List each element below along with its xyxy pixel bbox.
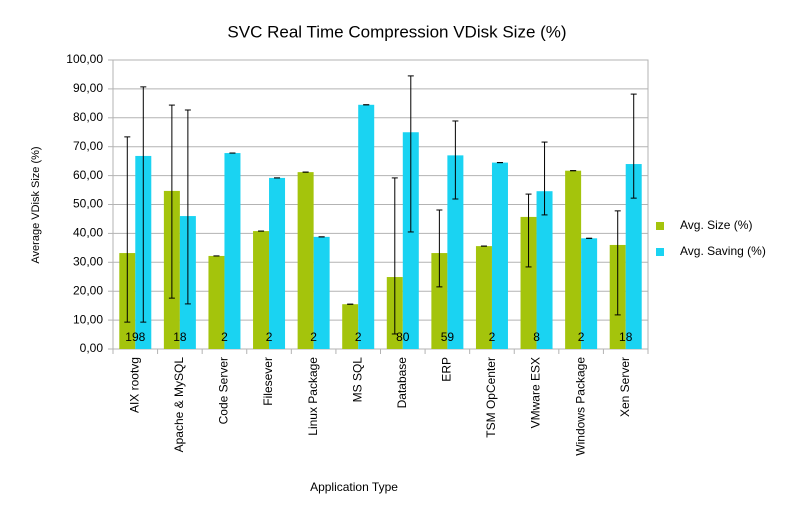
bar — [224, 153, 241, 349]
x-tick-label: AIX rootvg — [127, 357, 141, 413]
x-tick-label: Xen Server — [618, 357, 632, 417]
y-tick-label: 60,00 — [73, 168, 103, 182]
count-label: 18 — [173, 330, 187, 344]
bar — [475, 246, 492, 349]
y-tick-label: 70,00 — [73, 139, 103, 153]
x-tick-label: Windows Package — [573, 357, 587, 456]
y-tick-label: 30,00 — [73, 254, 103, 268]
bar — [520, 216, 537, 349]
bar — [297, 172, 314, 349]
count-label: 2 — [310, 330, 317, 344]
x-tick-label: MS SQL — [350, 357, 364, 403]
bar — [253, 231, 270, 349]
bar — [342, 304, 359, 349]
bar — [358, 104, 375, 349]
bar — [402, 132, 419, 349]
bar — [313, 236, 330, 349]
x-tick-label: Filesever — [261, 357, 275, 406]
count-label: 18 — [619, 330, 633, 344]
legend-label: Avg. Size (%) — [680, 218, 752, 232]
y-tick-label: 100,00 — [66, 52, 103, 66]
y-tick-label: 90,00 — [73, 81, 103, 95]
chart-title: SVC Real Time Compression VDisk Size (%) — [227, 22, 566, 41]
count-label: 59 — [441, 330, 455, 344]
count-label: 2 — [578, 330, 585, 344]
legend-swatch — [656, 248, 664, 256]
legend-label: Avg. Saving (%) — [680, 244, 766, 258]
x-tick-label: ERP — [440, 357, 454, 382]
count-label: 2 — [266, 330, 273, 344]
y-tick-label: 80,00 — [73, 110, 103, 124]
legend-swatch — [656, 222, 664, 230]
x-axis-title: Application Type — [310, 480, 398, 494]
bar — [431, 253, 448, 349]
count-label: 80 — [396, 330, 410, 344]
bar — [536, 191, 553, 349]
count-label: 2 — [355, 330, 362, 344]
y-tick-label: 20,00 — [73, 283, 103, 297]
x-tick-label: TSM OpCenter — [484, 357, 498, 438]
bar — [625, 164, 642, 349]
count-label: 8 — [533, 330, 540, 344]
x-tick-label: Database — [395, 357, 409, 409]
bar — [565, 170, 582, 349]
bar — [581, 238, 598, 349]
bar — [491, 162, 508, 349]
y-axis-title: Average VDisk Size (%) — [30, 146, 42, 263]
bar — [447, 155, 464, 349]
x-tick-label: Apache & MySQL — [172, 357, 186, 453]
count-label: 2 — [221, 330, 228, 344]
y-tick-label: 10,00 — [73, 312, 103, 326]
count-label: 2 — [489, 330, 496, 344]
x-tick-label: VMware ESX — [529, 357, 543, 428]
y-tick-label: 40,00 — [73, 226, 103, 240]
y-tick-label: 50,00 — [73, 197, 103, 211]
x-tick-label: Linux Package — [306, 357, 320, 436]
count-label: 198 — [125, 330, 145, 344]
y-tick-label: 0,00 — [80, 341, 104, 355]
x-tick-label: Code Server — [217, 357, 231, 424]
bar — [208, 255, 225, 349]
bar — [269, 177, 286, 349]
